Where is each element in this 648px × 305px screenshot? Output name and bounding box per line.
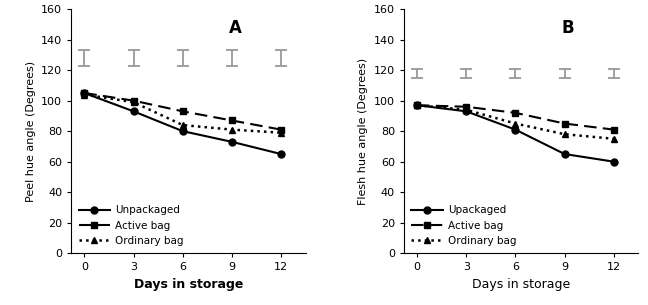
Active bag bbox=[228, 119, 236, 122]
Active bag bbox=[80, 91, 88, 95]
X-axis label: Days in storage: Days in storage bbox=[133, 278, 243, 291]
Ordinary bag bbox=[277, 131, 285, 135]
Unpackaged bbox=[80, 91, 88, 95]
Ordinary bag bbox=[228, 128, 236, 131]
Legend: Unpackaged, Active bag, Ordinary bag: Unpackaged, Active bag, Ordinary bag bbox=[76, 203, 185, 248]
Unpackaged bbox=[130, 109, 137, 113]
X-axis label: Days in storage: Days in storage bbox=[472, 278, 570, 291]
Ordinary bag bbox=[179, 123, 187, 127]
Active bag bbox=[610, 128, 618, 131]
Ordinary bag bbox=[511, 122, 519, 125]
Active bag bbox=[413, 103, 421, 107]
Unpackaged bbox=[179, 129, 187, 133]
Active bag bbox=[179, 109, 187, 113]
Active bag bbox=[511, 111, 519, 115]
Legend: Upackaged, Active bag, Ordinary bag: Upackaged, Active bag, Ordinary bag bbox=[409, 203, 518, 248]
Upackaged bbox=[463, 109, 470, 113]
Line: Unpackaged: Unpackaged bbox=[81, 90, 284, 157]
Upackaged bbox=[610, 160, 618, 163]
Active bag bbox=[277, 128, 285, 131]
Unpackaged bbox=[228, 140, 236, 144]
Upackaged bbox=[413, 103, 421, 107]
Unpackaged bbox=[277, 152, 285, 156]
Y-axis label: Peel hue angle (Degrees): Peel hue angle (Degrees) bbox=[25, 61, 36, 202]
Active bag bbox=[561, 122, 568, 125]
Line: Active bag: Active bag bbox=[413, 102, 617, 133]
Ordinary bag bbox=[80, 93, 88, 96]
Ordinary bag bbox=[413, 103, 421, 107]
Ordinary bag bbox=[463, 108, 470, 112]
Text: B: B bbox=[562, 19, 574, 37]
Line: Upackaged: Upackaged bbox=[413, 102, 617, 165]
Ordinary bag bbox=[610, 137, 618, 141]
Active bag bbox=[463, 105, 470, 109]
Line: Ordinary bag: Ordinary bag bbox=[81, 91, 284, 136]
Y-axis label: Flesh hue angle (Degrees): Flesh hue angle (Degrees) bbox=[358, 58, 368, 205]
Ordinary bag bbox=[561, 132, 568, 136]
Active bag bbox=[130, 99, 137, 102]
Line: Active bag: Active bag bbox=[81, 90, 284, 133]
Upackaged bbox=[511, 128, 519, 131]
Text: A: A bbox=[229, 19, 242, 37]
Upackaged bbox=[561, 152, 568, 156]
Ordinary bag bbox=[130, 100, 137, 104]
Line: Ordinary bag: Ordinary bag bbox=[413, 102, 617, 142]
